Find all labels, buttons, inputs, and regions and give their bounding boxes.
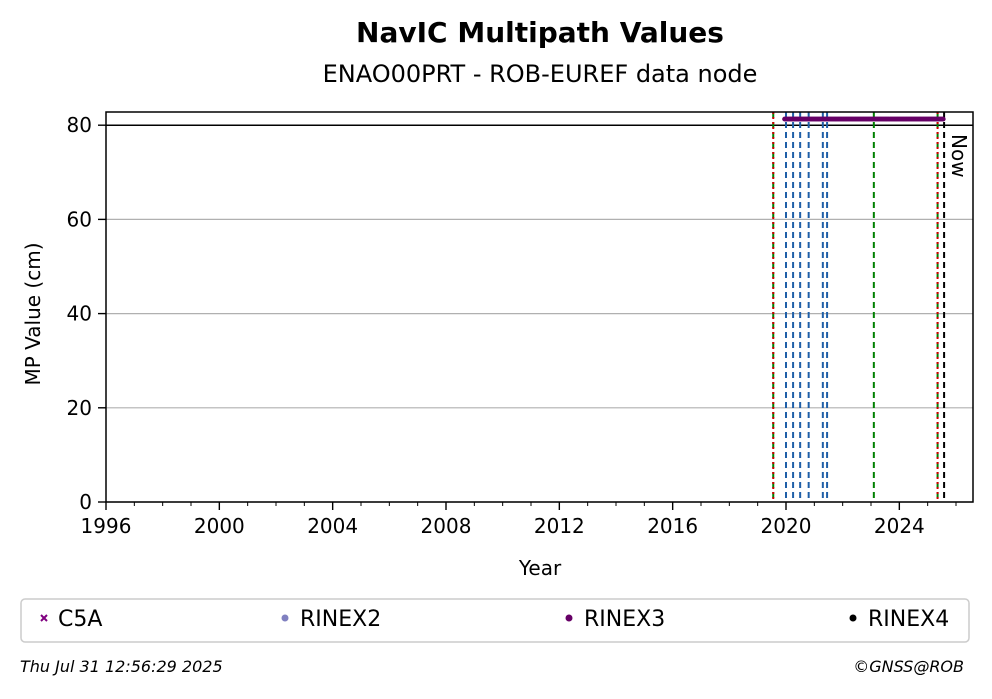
- timestamp: Thu Jul 31 12:56:29 2025: [20, 657, 223, 676]
- x-tick-label: 2020: [761, 514, 812, 538]
- y-tick-label: 40: [67, 302, 92, 326]
- x-tick-label: 2000: [194, 514, 245, 538]
- legend-marker: [565, 614, 573, 622]
- legend-marker: [849, 614, 857, 622]
- copyright: ©GNSS@ROB: [853, 657, 964, 676]
- x-tick-label: 2004: [307, 514, 358, 538]
- x-axis-label: Year: [518, 556, 562, 580]
- chart-subtitle: ENAO00PRT - ROB-EUREF data node: [323, 60, 758, 88]
- legend-marker: [281, 614, 289, 622]
- y-tick-label: 0: [79, 490, 92, 514]
- event-lines: [772, 112, 946, 502]
- plot-area: [105, 111, 974, 503]
- y-tick-label: 20: [67, 396, 92, 420]
- now-label: Now: [947, 134, 971, 178]
- legend-label: RINEX3: [584, 607, 665, 632]
- x-tick-label: 2016: [647, 514, 698, 538]
- data-points: [782, 116, 946, 122]
- legend: C5A RINEX2 RINEX3 RINEX4: [20, 598, 970, 643]
- x-tick-label: 2008: [421, 514, 472, 538]
- y-axis-label: MP Value (cm): [21, 242, 45, 385]
- y-tick-label: 80: [67, 113, 92, 137]
- legend-marker: [40, 614, 48, 622]
- x-tick-label: 1996: [81, 514, 132, 538]
- legend-label: C5A: [58, 607, 102, 632]
- chart-title: NavIC Multipath Values: [356, 16, 724, 49]
- data-point: [940, 116, 946, 122]
- x-tick-label: 2024: [874, 514, 925, 538]
- grid-lines: [106, 124, 973, 503]
- x-tick-label: 2012: [534, 514, 585, 538]
- legend-label: RINEX4: [868, 607, 949, 632]
- y-tick-label: 60: [67, 207, 92, 231]
- axis-ticks: 1996 2000 2004 2008 2012 2016 2020 2024 0 20 40 60 8…: [67, 113, 957, 538]
- legend-label: RINEX2: [300, 607, 381, 632]
